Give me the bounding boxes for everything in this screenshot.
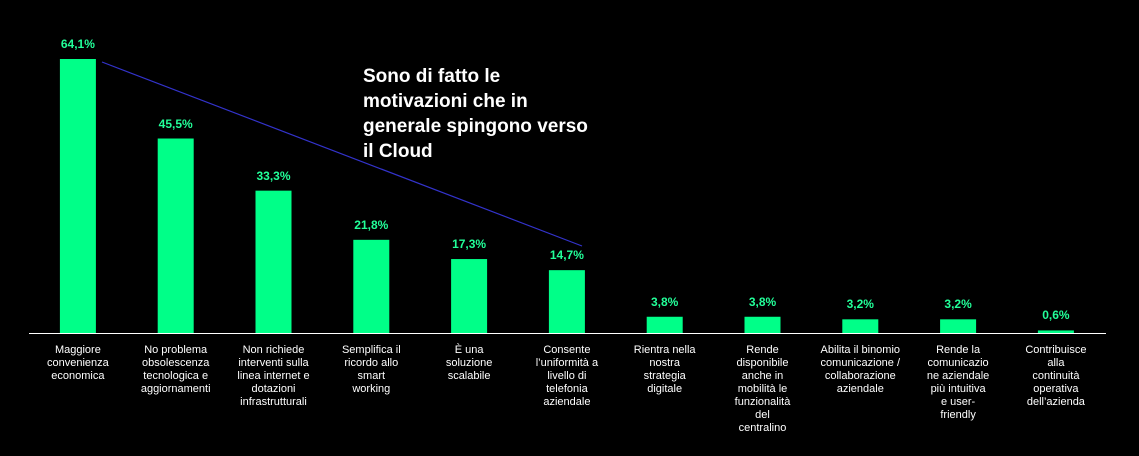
- data-label: 3,2%: [846, 297, 874, 312]
- category-label: Non richiede interventi sulla linea inte…: [237, 344, 310, 408]
- data-label: 45,5%: [158, 116, 193, 131]
- bar: [255, 190, 292, 333]
- category-label: Semplifica il ricordo allo smart working: [341, 344, 401, 395]
- category-label: No problema obsolescenza tecnologica e a…: [140, 344, 211, 395]
- category-label: È una soluzione scalabile: [445, 344, 493, 382]
- bar: [353, 239, 390, 333]
- bar: [940, 319, 977, 333]
- category-label: Rende disponibile anche in mobilità le f…: [734, 344, 791, 434]
- category-label: Consente l’uniformità a livello di telef…: [535, 344, 599, 408]
- data-label: 17,3%: [452, 237, 487, 252]
- category-label: Contribuisce alla continuità operativa d…: [1025, 344, 1087, 408]
- bar: [744, 316, 781, 333]
- data-label: 0,6%: [1042, 308, 1070, 323]
- data-label: 3,8%: [748, 294, 777, 309]
- bar: [548, 270, 585, 333]
- bar: [1037, 330, 1074, 333]
- category-label: Rientra nella nostra strategia digitale: [633, 344, 696, 395]
- data-label: 3,2%: [944, 297, 972, 312]
- data-label: 33,3%: [256, 168, 291, 183]
- data-label: 3,8%: [651, 294, 679, 309]
- category-label: Maggiore convenienza economica: [47, 344, 109, 382]
- data-label: 21,8%: [354, 217, 389, 232]
- category-label: Rende la comunicazio ne aziendale più in…: [926, 344, 990, 421]
- chart-annotation: Sono di fatto le motivazioni che in gene…: [363, 66, 588, 162]
- bars-group: [59, 59, 1074, 333]
- bar: [451, 259, 488, 333]
- category-label: Abilita il binomio comunicazione / colla…: [820, 344, 901, 395]
- bar: [59, 59, 96, 333]
- data-label: 14,7%: [549, 248, 584, 263]
- bar: [157, 138, 194, 333]
- data-label: 64,1%: [60, 37, 95, 51]
- trend-line: [101, 61, 583, 247]
- bar: [646, 316, 683, 333]
- bar: [842, 319, 879, 333]
